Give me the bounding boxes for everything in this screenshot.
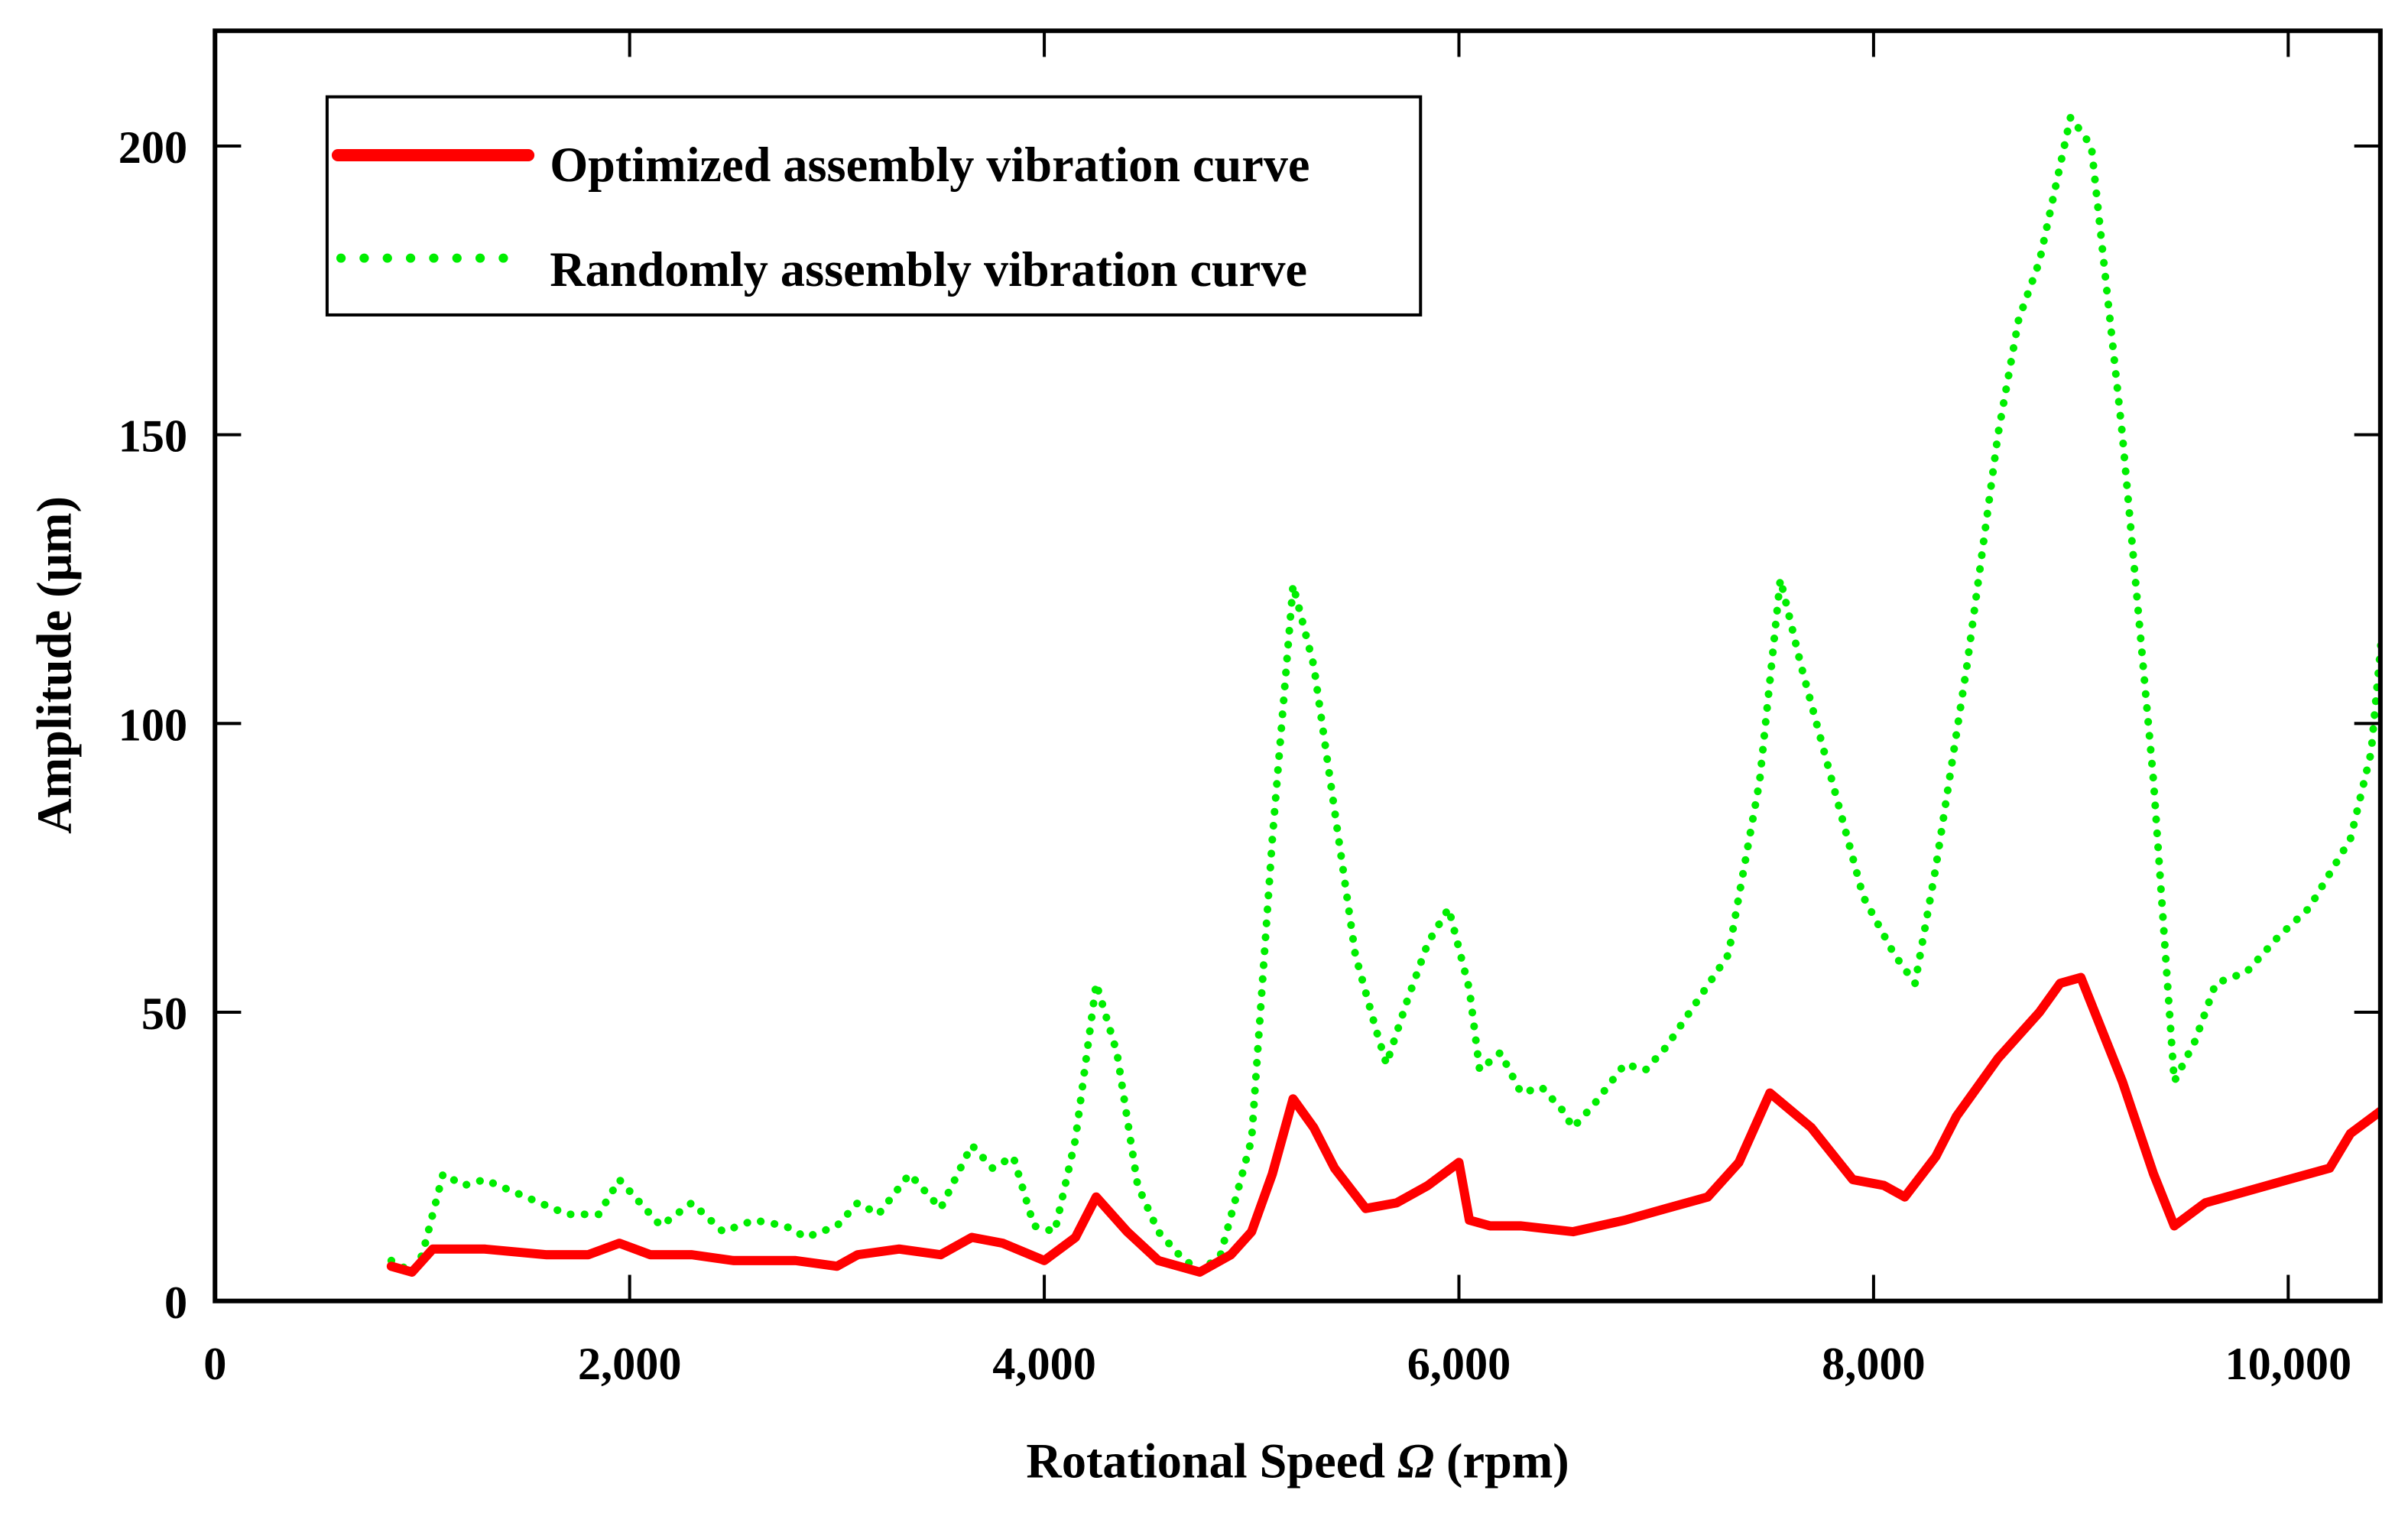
y-tick-label: 100 bbox=[118, 700, 187, 751]
y-tick-label: 0 bbox=[164, 1278, 187, 1329]
legend-box bbox=[325, 95, 1423, 317]
y-axis-label: Amplitude (μm) bbox=[27, 496, 81, 834]
x-tick-label: 10,000 bbox=[2225, 1339, 2351, 1390]
legend-label-random: Randomly assembly vibration curve bbox=[550, 242, 1307, 297]
y-tick-label: 200 bbox=[118, 122, 187, 174]
x-tick-label: 2,000 bbox=[578, 1339, 682, 1390]
plot-area bbox=[213, 28, 2383, 1304]
x-tick-label: 4,000 bbox=[992, 1339, 1096, 1390]
series-line-random bbox=[387, 113, 2380, 1276]
y-tick-label: 150 bbox=[118, 411, 187, 463]
legend: Optimized assembly vibration curve Rando… bbox=[325, 95, 1423, 317]
x-tick-label: 8,000 bbox=[1822, 1339, 1926, 1390]
x-tick-label: 6,000 bbox=[1407, 1339, 1511, 1390]
x-axis-label: Rotational Speed Ω (rpm) bbox=[1026, 1434, 1569, 1489]
plot-frame bbox=[213, 28, 2383, 1304]
series-line-optimized bbox=[386, 972, 2380, 1277]
legend-label-optimized: Optimized assembly vibration curve bbox=[550, 138, 1309, 192]
x-tick-label: 0 bbox=[203, 1339, 226, 1390]
y-tick-label: 50 bbox=[141, 989, 187, 1040]
